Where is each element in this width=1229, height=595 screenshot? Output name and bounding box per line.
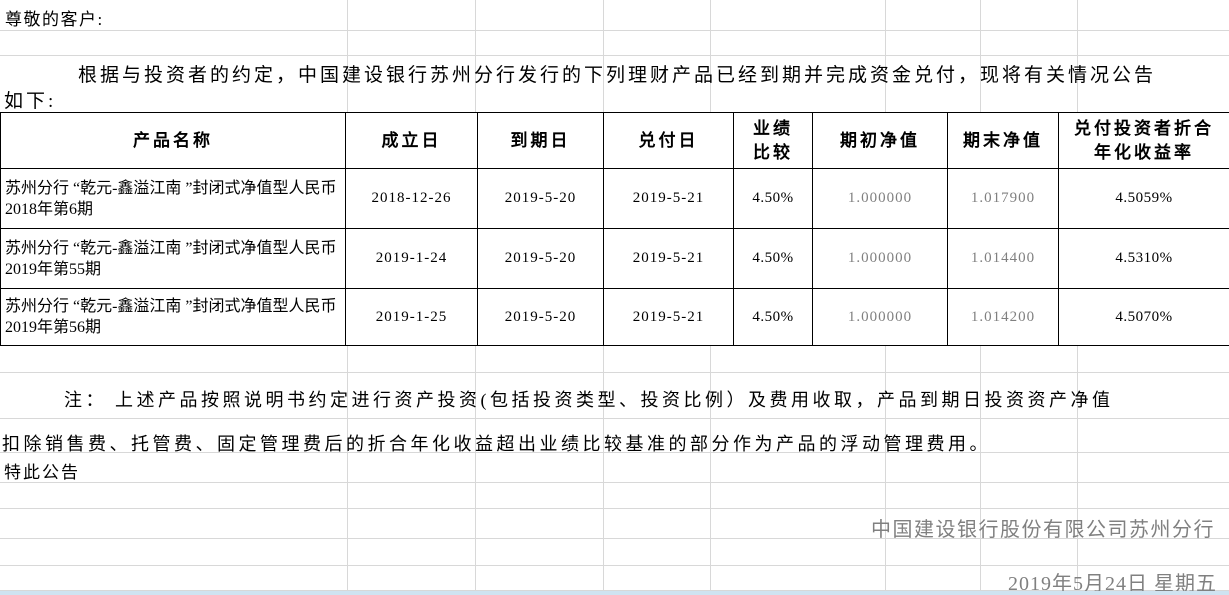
cell-maturity-date: 2019-5-20 — [477, 288, 604, 346]
header-benchmark: 业绩 比较 — [733, 112, 813, 169]
grid-line-horizontal — [0, 590, 1229, 591]
product-row-1: 苏州分行 “乾元-鑫溢江南 ”封闭式净值型人民币2018年第6期 2018-12… — [0, 168, 1229, 229]
table-header-row: 产品名称 成立日 到期日 兑付日 业绩 比较 期初净值 期末净值 兑付投资者折合… — [0, 112, 1229, 169]
cell-initial-nav: 1.000000 — [812, 228, 948, 289]
header-initial-nav: 期初净值 — [812, 112, 948, 169]
cell-final-nav: 1.014200 — [947, 288, 1059, 346]
cell-annualized-yield: 4.5059% — [1058, 168, 1229, 229]
cell-establish-date: 2019-1-24 — [345, 228, 478, 289]
header-maturity-date: 到期日 — [477, 112, 604, 169]
cell-maturity-date: 2019-5-20 — [477, 168, 604, 229]
cell-initial-nav: 1.000000 — [812, 288, 948, 346]
cell-establish-date: 2019-1-25 — [345, 288, 478, 346]
grid-line-horizontal — [0, 55, 1229, 56]
grid-line-horizontal — [0, 372, 1229, 373]
header-establish-date: 成立日 — [345, 112, 478, 169]
grid-line-horizontal — [0, 538, 1229, 539]
cell-product-name: 苏州分行 “乾元-鑫溢江南 ”封闭式净值型人民币2019年第56期 — [0, 288, 346, 346]
cell-final-nav: 1.017900 — [947, 168, 1059, 229]
grid-line-horizontal — [0, 418, 1229, 419]
cell-product-name: 苏州分行 “乾元-鑫溢江南 ”封闭式净值型人民币2018年第6期 — [0, 168, 346, 229]
intro-line-2: 如下: — [4, 91, 57, 112]
greeting-text: 尊敬的客户: — [5, 10, 104, 29]
header-payment-date: 兑付日 — [603, 112, 734, 169]
header-product-name: 产品名称 — [0, 112, 346, 169]
note-line-2: 扣除销售费、托管费、固定管理费后的折合年化收益超出业绩比较基准的部分作为产品的浮… — [2, 434, 991, 454]
cell-payment-date: 2019-5-21 — [603, 168, 734, 229]
note-line-1: 注： 上述产品按照说明书约定进行资产投资(包括投资类型、投资比例）及费用收取，产… — [64, 390, 1114, 410]
intro-line-1: 根据与投资者的约定，中国建设银行苏州分行发行的下列理财产品已经到期并完成资金兑付… — [78, 65, 1157, 86]
cell-initial-nav: 1.000000 — [812, 168, 948, 229]
grid-line-horizontal — [0, 508, 1229, 509]
cell-product-name: 苏州分行 “乾元-鑫溢江南 ”封闭式净值型人民币2019年第55期 — [0, 228, 346, 289]
grid-line-horizontal — [0, 30, 1229, 31]
products-table: 产品名称 成立日 到期日 兑付日 业绩 比较 期初净值 期末净值 兑付投资者折合… — [0, 112, 1229, 346]
header-final-nav: 期末净值 — [947, 112, 1059, 169]
cell-establish-date: 2018-12-26 — [345, 168, 478, 229]
announcement-date: 2019年5月24日 星期五 — [1008, 573, 1217, 595]
grid-line-horizontal — [0, 452, 1229, 453]
header-annualized-yield: 兑付投资者折合 年化收益率 — [1058, 112, 1229, 169]
product-row-2: 苏州分行 “乾元-鑫溢江南 ”封闭式净值型人民币2019年第55期 2019-1… — [0, 228, 1229, 289]
cell-payment-date: 2019-5-21 — [603, 288, 734, 346]
closing-text: 特此公告 — [4, 463, 80, 482]
cell-benchmark: 4.50% — [733, 228, 813, 289]
cell-payment-date: 2019-5-21 — [603, 228, 734, 289]
cell-benchmark: 4.50% — [733, 168, 813, 229]
cell-annualized-yield: 4.5310% — [1058, 228, 1229, 289]
grid-line-horizontal — [0, 482, 1229, 483]
cell-annualized-yield: 4.5070% — [1058, 288, 1229, 346]
issuer-signature: 中国建设银行股份有限公司苏州分行 — [871, 519, 1215, 541]
bottom-highlight-strip — [0, 591, 1229, 595]
cell-benchmark: 4.50% — [733, 288, 813, 346]
grid-line-horizontal — [0, 565, 1229, 566]
product-row-3: 苏州分行 “乾元-鑫溢江南 ”封闭式净值型人民币2019年第56期 2019-1… — [0, 288, 1229, 346]
cell-final-nav: 1.014400 — [947, 228, 1059, 289]
cell-maturity-date: 2019-5-20 — [477, 228, 604, 289]
